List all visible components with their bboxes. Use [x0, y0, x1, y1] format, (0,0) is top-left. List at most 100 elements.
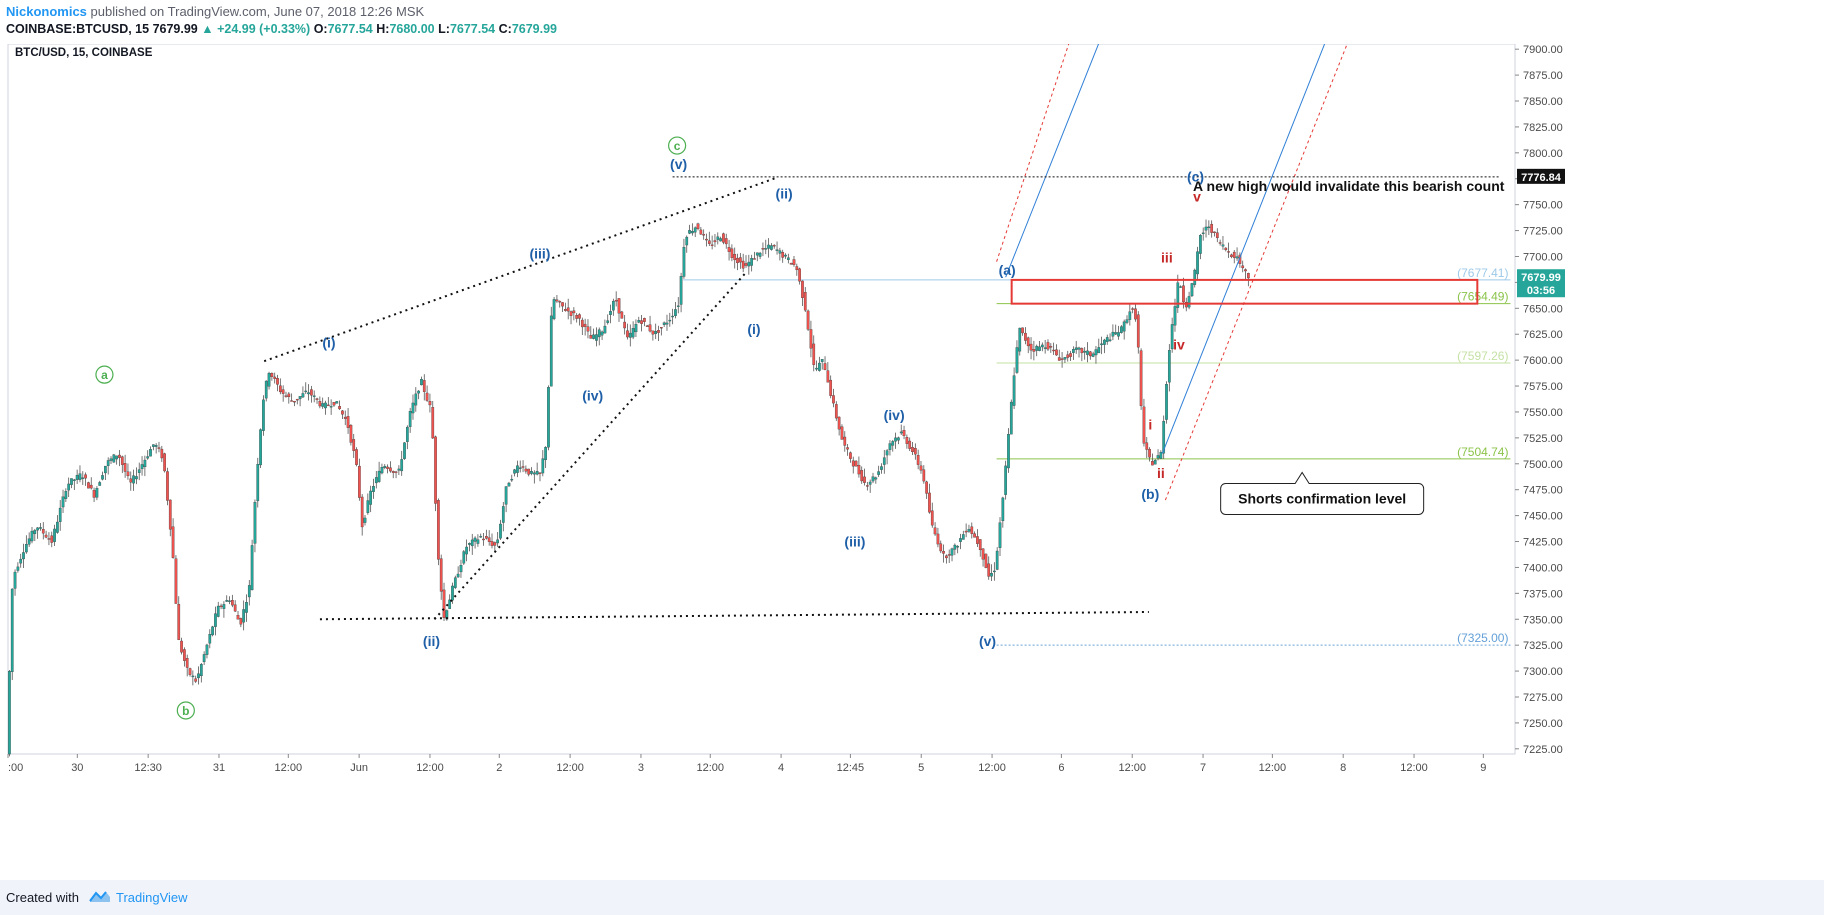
candle — [343, 410, 347, 426]
candle — [247, 580, 251, 606]
candle — [1159, 450, 1163, 459]
candle — [541, 450, 545, 477]
candle-body — [868, 481, 872, 485]
high-price-badge: 7776.84 — [1517, 168, 1565, 184]
candle — [276, 374, 279, 392]
candle-body — [984, 553, 988, 568]
candle-body — [123, 463, 127, 472]
candle-body — [676, 305, 680, 307]
candle-body — [990, 573, 993, 577]
candle — [1136, 311, 1140, 354]
candle-body — [420, 378, 423, 386]
y-tick-label: 7325.00 — [1523, 640, 1563, 652]
high-badge-text: 7776.84 — [1521, 172, 1562, 184]
candle — [1241, 260, 1245, 273]
candle — [383, 464, 387, 470]
candle — [688, 224, 691, 235]
candle-body — [10, 588, 14, 673]
candle-body — [724, 238, 728, 245]
candle-body — [1221, 244, 1225, 247]
candle — [600, 330, 604, 340]
tradingview-link[interactable]: TradingView — [116, 890, 188, 905]
candle-body — [1139, 350, 1143, 407]
candle-body — [950, 548, 954, 556]
candle — [727, 239, 731, 261]
candle — [504, 486, 508, 513]
candle — [298, 396, 302, 407]
candle-body — [1218, 242, 1222, 244]
candle-body — [1165, 384, 1168, 420]
candle — [341, 409, 344, 419]
candle — [197, 666, 200, 685]
candle — [1043, 339, 1047, 354]
candle — [1128, 304, 1132, 326]
candle — [468, 542, 471, 552]
symbol-name[interactable]: COINBASE:BTCUSD, 15 — [6, 22, 150, 36]
candle-body — [549, 315, 553, 387]
candle-body — [324, 402, 327, 409]
candle — [634, 319, 638, 338]
candle-body — [736, 257, 739, 264]
candle — [513, 468, 516, 477]
candle-body — [53, 528, 56, 542]
candle-body — [1176, 282, 1180, 308]
channel-1-blue — [1005, 44, 1100, 278]
author-link[interactable]: Nickonomics — [6, 4, 87, 19]
x-tick-label: 30 — [71, 762, 83, 774]
candle — [163, 452, 166, 473]
candle — [795, 263, 799, 276]
candle-body — [1105, 337, 1109, 342]
candle-body — [654, 331, 658, 334]
candle-body — [476, 539, 480, 544]
candle — [1083, 347, 1087, 360]
candle — [428, 393, 432, 413]
candle — [1235, 247, 1239, 261]
candle-body — [1026, 337, 1030, 347]
candle-body — [716, 236, 720, 240]
candle — [1088, 350, 1092, 360]
candle — [964, 523, 968, 538]
wave-text: v — [1193, 188, 1201, 204]
candle-body — [1182, 285, 1185, 303]
candle-body — [448, 599, 452, 609]
candle — [897, 436, 900, 445]
candle-body — [87, 482, 90, 489]
candle-body — [482, 538, 485, 541]
candle — [126, 463, 130, 480]
wave-text: b — [182, 704, 189, 718]
candle — [612, 298, 615, 316]
candle — [1063, 357, 1067, 363]
candle — [456, 566, 460, 578]
candle — [1080, 347, 1084, 362]
candle — [530, 467, 533, 476]
candle-body — [1134, 308, 1137, 320]
candle — [747, 254, 751, 275]
candle — [885, 449, 889, 465]
candle — [846, 443, 849, 456]
candle — [253, 499, 257, 553]
candle — [13, 569, 17, 596]
wave-label: i — [1148, 416, 1152, 432]
candle — [705, 233, 708, 247]
candle — [39, 523, 42, 531]
candle-body — [860, 470, 864, 482]
candle — [453, 575, 457, 590]
candle-body — [1088, 351, 1092, 357]
candle-body — [1063, 357, 1067, 360]
candle — [1167, 344, 1171, 392]
candle-body — [70, 478, 73, 485]
open-value: 7677.54 — [327, 22, 373, 36]
candle-body — [507, 482, 511, 487]
candle — [744, 255, 748, 268]
candle-body — [434, 436, 437, 504]
candle-body — [41, 529, 45, 534]
candle-body — [405, 426, 409, 442]
candle-body — [1196, 251, 1199, 275]
candle — [380, 463, 384, 475]
candle-body — [722, 233, 725, 243]
candle — [620, 310, 624, 319]
candle-body — [696, 223, 700, 229]
candle — [1142, 398, 1146, 447]
candle — [1238, 252, 1242, 268]
price-chart[interactable]: 7225.00 7250.00 7275.00 7300.00 7325.00 7350.… — [0, 44, 1824, 880]
